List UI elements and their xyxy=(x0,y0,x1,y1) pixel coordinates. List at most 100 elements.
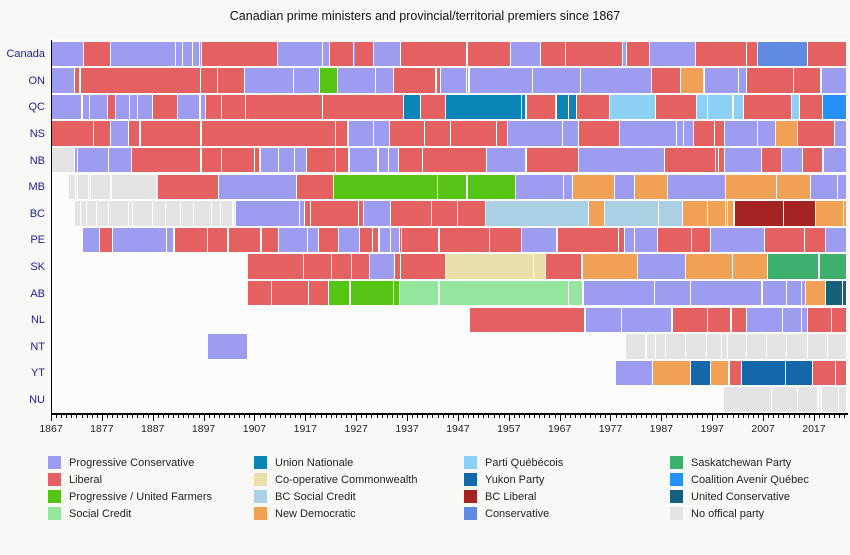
timeline-segment xyxy=(400,254,445,279)
timeline-segment xyxy=(348,121,374,146)
x-axis-minor-tick xyxy=(81,414,83,419)
timeline-segment xyxy=(91,174,111,199)
timeline-segment xyxy=(821,68,846,93)
timeline-segment xyxy=(137,94,153,120)
timeline-segment xyxy=(825,227,846,253)
x-axis-minor-tick xyxy=(401,414,403,419)
timeline-segment xyxy=(619,227,625,253)
timeline-segment xyxy=(306,147,336,173)
x-axis-minor-tick xyxy=(381,414,383,419)
x-axis-minor-tick xyxy=(193,414,195,419)
timeline-segment xyxy=(835,360,846,386)
x-axis-minor-tick xyxy=(223,414,225,419)
timeline-segment xyxy=(522,227,557,253)
timeline-segment xyxy=(467,41,511,66)
timeline-segment xyxy=(655,334,665,359)
x-axis-minor-tick xyxy=(829,414,831,419)
timeline-segment xyxy=(746,68,793,93)
x-axis-major-tick xyxy=(559,414,561,421)
timeline-segment xyxy=(200,94,205,120)
timeline-segment xyxy=(140,121,201,146)
x-axis-minor-tick xyxy=(213,414,215,419)
x-axis-minor-tick xyxy=(534,414,536,419)
row-label-nu: NU xyxy=(29,394,45,407)
timeline-segment xyxy=(158,174,219,199)
timeline-segment xyxy=(588,201,604,226)
timeline-segment xyxy=(51,94,82,120)
x-axis-minor-tick xyxy=(539,414,541,419)
timeline-segment xyxy=(390,121,425,146)
row-label-nt: NT xyxy=(30,340,45,353)
timeline-segment xyxy=(373,227,379,253)
timeline-segment xyxy=(659,201,683,226)
legend-swatch-caq xyxy=(670,473,683,486)
timeline-segment xyxy=(684,121,694,146)
timeline-segment xyxy=(228,227,261,253)
x-axis-minor-tick xyxy=(234,414,236,419)
timeline-segment xyxy=(794,68,821,93)
legend-swatch-pq xyxy=(464,456,477,469)
timeline-segment xyxy=(582,254,637,279)
x-axis-minor-tick xyxy=(732,414,734,419)
row-label-qc: QC xyxy=(28,101,46,114)
timeline-segment xyxy=(507,121,563,146)
timeline-segment xyxy=(261,227,279,253)
timeline-segment xyxy=(782,307,802,332)
x-axis-minor-tick xyxy=(462,414,464,419)
timeline-segment xyxy=(585,307,621,332)
timeline-segment xyxy=(222,147,255,173)
x-axis-minor-tick xyxy=(605,414,607,419)
x-axis-minor-tick xyxy=(61,414,63,419)
timeline-segment xyxy=(691,360,711,386)
plot-area: Canada ON QC NS NB MB BC PE SK AB NL NT YT NU 1867 1877… xyxy=(6,39,848,436)
legend: Progressive Conservative Liberal Progressi… xyxy=(0,450,850,540)
row-label-ns: NS xyxy=(29,128,45,141)
timeline-segment xyxy=(207,227,228,253)
timeline-segment xyxy=(364,201,391,226)
legend-swatch-pc xyxy=(48,456,61,469)
x-axis-minor-tick xyxy=(574,414,576,419)
x-axis-tick-label: 1897 xyxy=(191,423,216,436)
x-axis-minor-tick xyxy=(447,414,449,419)
timeline-segment xyxy=(245,94,322,120)
timeline-segment xyxy=(576,94,609,120)
timeline-segment xyxy=(719,147,724,173)
timeline-segment xyxy=(299,201,304,226)
timeline-segment xyxy=(813,360,835,386)
x-axis-minor-tick xyxy=(503,414,505,419)
timeline-segment xyxy=(691,280,762,306)
timeline-segment xyxy=(635,174,668,199)
timeline-segment xyxy=(805,280,825,306)
x-axis-tick-label: 2017 xyxy=(802,423,826,436)
timeline-segment xyxy=(668,174,726,199)
timeline-segment xyxy=(708,201,725,226)
x-axis-minor-tick xyxy=(422,414,424,419)
x-axis-tick-label: 1957 xyxy=(497,423,521,436)
x-axis-minor-tick xyxy=(727,414,729,419)
timeline-segment xyxy=(153,201,165,226)
timeline-segment xyxy=(355,41,374,66)
timeline-segment xyxy=(311,201,359,226)
x-axis-minor-tick xyxy=(162,414,164,419)
timeline-segment xyxy=(721,334,727,359)
timeline-segment xyxy=(441,68,466,93)
timeline-segment xyxy=(400,41,467,66)
timeline-segment xyxy=(637,254,686,279)
timeline-segment xyxy=(772,387,798,412)
x-axis-tick-label: 1937 xyxy=(395,423,419,436)
timeline-segment xyxy=(389,147,399,173)
row-label-yt: YT xyxy=(30,367,45,380)
timeline-segment xyxy=(333,174,437,199)
row-label-bc: BC xyxy=(29,207,45,220)
timeline-segment xyxy=(569,280,583,306)
timeline-segment xyxy=(192,41,199,66)
timeline-segment xyxy=(247,254,304,279)
timeline-segment xyxy=(686,334,706,359)
x-axis-minor-tick xyxy=(834,414,836,419)
timeline-segment xyxy=(80,68,200,93)
x-axis-minor-tick xyxy=(290,414,292,419)
x-axis-minor-tick xyxy=(76,414,78,419)
x-axis-minor-tick xyxy=(218,414,220,419)
timeline-segment xyxy=(129,121,140,146)
